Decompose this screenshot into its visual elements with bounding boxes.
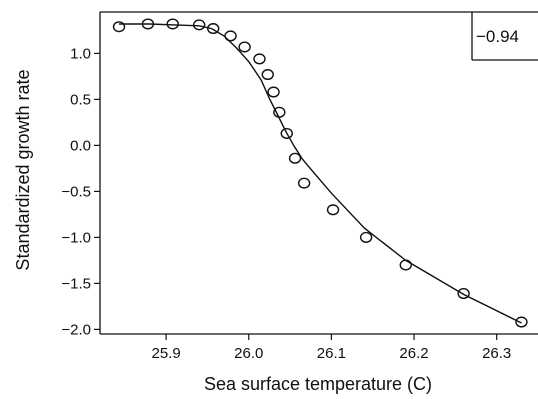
correlation-box: −0.94 (471, 12, 538, 61)
data-point (515, 316, 528, 328)
data-points (112, 18, 528, 328)
data-point (297, 177, 311, 189)
y-tick-label: −1.0 (61, 229, 91, 246)
data-point (166, 18, 179, 30)
x-axis-title: Sea surface temperature (C) (204, 374, 432, 394)
correlation-value: −0.94 (476, 27, 519, 46)
plot-frame (99, 11, 538, 335)
x-tick-label: 26.3 (482, 345, 511, 362)
data-point (267, 86, 280, 98)
data-point (141, 18, 155, 30)
data-point (207, 23, 220, 35)
fit-line (119, 23, 522, 324)
y-tick-label: −1.5 (61, 275, 91, 292)
y-tick-label: −2.0 (61, 321, 91, 338)
data-point (261, 69, 274, 81)
data-point (253, 53, 266, 65)
x-axis: 25.9 26.0 26.1 26.2 26.3 (152, 334, 511, 362)
x-tick-label: 25.9 (152, 345, 181, 362)
y-axis: 1.0 0.5 0.0 −0.5 −1.0 −1.5 −2.0 (61, 45, 100, 338)
data-point (457, 288, 470, 300)
y-tick-label: 1.0 (70, 45, 91, 62)
data-point (399, 259, 412, 271)
data-point (280, 127, 293, 139)
data-point (224, 30, 237, 42)
y-tick-label: 0.5 (70, 91, 91, 108)
y-axis-title: Standardized growth rate (13, 69, 33, 270)
data-point (326, 204, 340, 216)
fit-line-path (119, 23, 522, 324)
data-point (112, 21, 126, 33)
data-point (288, 152, 302, 164)
x-tick-label: 26.2 (399, 345, 428, 362)
data-point (238, 41, 251, 53)
data-point (192, 19, 206, 31)
data-point (359, 231, 373, 243)
y-tick-label: 0.0 (70, 137, 91, 154)
x-tick-label: 26.0 (234, 345, 263, 362)
y-tick-label: −0.5 (61, 183, 91, 200)
data-point (273, 106, 286, 118)
x-tick-label: 26.1 (317, 345, 346, 362)
